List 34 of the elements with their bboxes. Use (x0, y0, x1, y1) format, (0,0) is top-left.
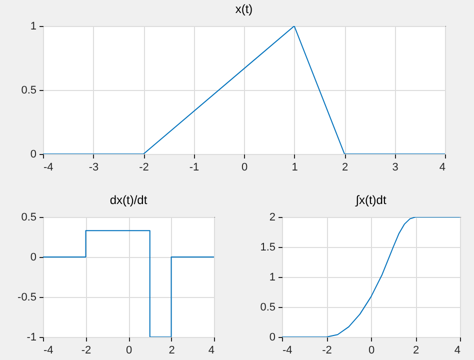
y-tick-label: -0.5 (18, 292, 36, 304)
x-tick-label: -4 (44, 344, 54, 356)
x-tick-label: 0 (368, 344, 375, 356)
y-tick-label: 0.5 (21, 84, 36, 96)
x-tick-label: -4 (282, 344, 292, 356)
x-tick-label: -2 (139, 162, 149, 174)
y-tick-label: -1 (26, 332, 36, 344)
x-tick-label: 4 (208, 344, 214, 356)
x-tick-label: 2 (412, 344, 420, 356)
y-tick-label: 0.5 (21, 212, 36, 224)
x-tick-label: -1 (189, 162, 200, 174)
y-tick-label: 0.5 (260, 302, 276, 314)
x-tick-label: 4 (439, 162, 446, 174)
chart-title: x(t) (235, 2, 253, 16)
y-tick-label: 0 (30, 252, 36, 264)
y-tick-label: 0 (30, 148, 36, 160)
y-tick-label: 1 (30, 20, 36, 32)
x-tick-label: 3 (392, 162, 398, 174)
chart-title: dx(t)/dt (110, 193, 148, 207)
x-tick-label: -4 (44, 162, 54, 174)
y-tick-label: 1.5 (260, 242, 276, 254)
x-tick-label: 4 (454, 344, 460, 356)
x-tick-label: -3 (88, 162, 99, 174)
x-tick-label: -2 (81, 344, 92, 356)
x-tick-label: 2 (168, 344, 175, 356)
y-tick-label: 2 (269, 212, 276, 224)
x-tick-label: 0 (241, 162, 248, 174)
x-tick-label: 0 (126, 344, 132, 356)
y-tick-label: 0 (269, 332, 276, 344)
x-tick-label: 1 (292, 162, 298, 174)
x-tick-label: -2 (322, 344, 332, 356)
y-tick-label: 1 (269, 272, 276, 284)
chart-title: ∫x(t)dt (354, 193, 387, 207)
x-tick-label: 2 (342, 162, 348, 174)
